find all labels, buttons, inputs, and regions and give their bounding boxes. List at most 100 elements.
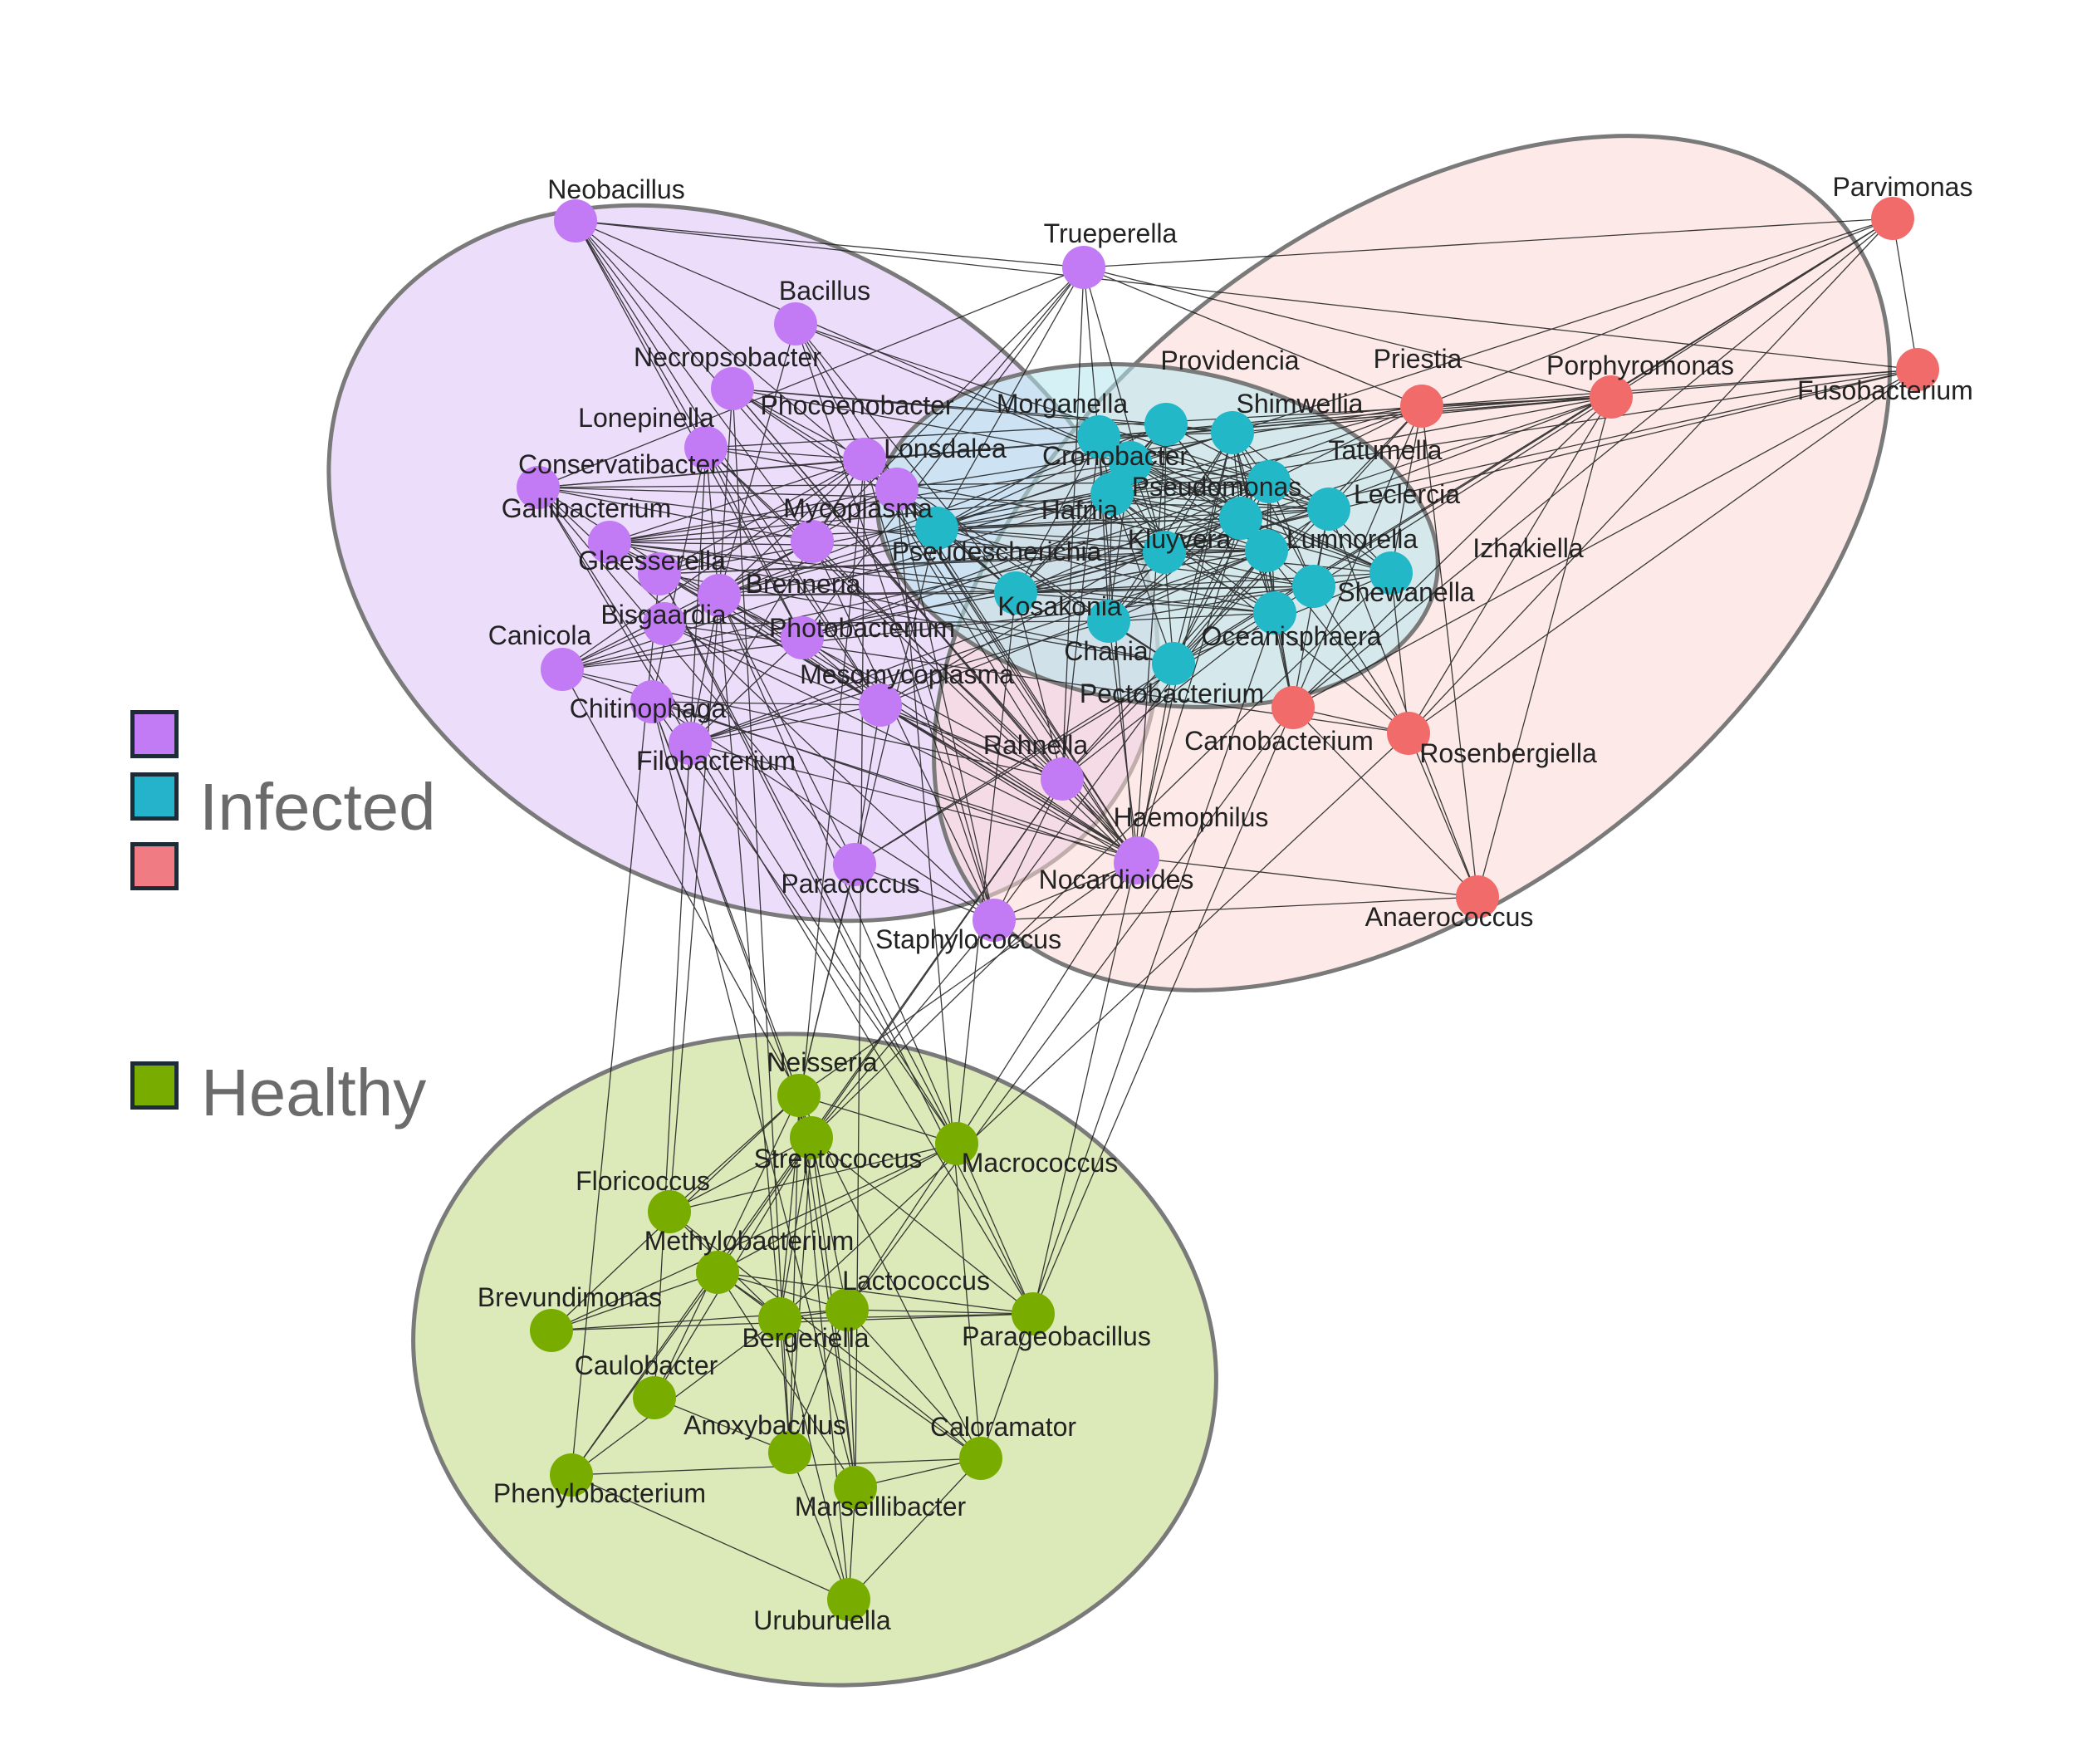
edge-rosenbergiella-bergeriella [779, 733, 1409, 1320]
node-providencia [1144, 403, 1188, 446]
node-mycoplasma [791, 520, 834, 563]
edge-filobacterium-haemophilus [689, 742, 1139, 859]
node-label-shewanella: Shewanella [1337, 577, 1475, 607]
edge-staphylococcus-streptococcus [811, 919, 995, 1139]
node-mesomycoplasma [859, 684, 902, 727]
node-caulobacter [633, 1376, 676, 1419]
edge-pseudescherichia-neisseria [798, 527, 938, 1096]
edge-chitinophaga-macrococcus [651, 701, 958, 1144]
edge-chania-shimwellia [1108, 432, 1233, 622]
edge-neobacillus-lonepinella [575, 220, 707, 448]
edge-parvimonas-fusobacterium [1892, 218, 1918, 370]
node-priestia [1400, 385, 1443, 428]
node-label-neobacillus: Neobacillus [547, 174, 684, 204]
node-label-neisseria: Neisseria [767, 1047, 878, 1077]
edge-brenneria-parageobacillus [718, 595, 1034, 1315]
edge-kosakonia-hafnia [1015, 493, 1113, 594]
node-label-shimwellia: Shimwellia [1237, 389, 1364, 419]
edge-rosenbergiella-porphyromonas [1408, 396, 1612, 734]
node-nocardioides [1114, 841, 1157, 884]
edge-parvimonas-rosenbergiella [1408, 218, 1894, 734]
node-anaerococcus [1456, 875, 1499, 919]
edge-anoxybacillus-caulobacter [654, 1397, 791, 1453]
edge-floricoccus-macrococcus [669, 1143, 958, 1213]
edge-mycoplasma-bisgaardia [664, 541, 813, 625]
node-label-pseudomonas: Pseudomonas [1132, 472, 1302, 502]
node-label-rosenbergiella: Rosenbergiella [1419, 738, 1597, 768]
edge-shewanella-shimwellia [1232, 432, 1315, 587]
node-marseillibacter [834, 1466, 877, 1509]
edge-anoxybacillus-lactococcus [789, 1309, 848, 1453]
edge-providencia-leclercia [1165, 424, 1330, 510]
node-label-rahnella: Rahnella [983, 730, 1089, 760]
node-methylobacterium [696, 1251, 739, 1294]
node-label-carnobacterium: Carnobacterium [1184, 726, 1374, 756]
edge-rahnella-streptococcus [811, 778, 1063, 1139]
edge-carnobacterium-parageobacillus [1032, 707, 1294, 1315]
edge-rahnella-oceanisphaera [1061, 612, 1276, 780]
node-streptococcus [790, 1116, 833, 1159]
node-morganella [1077, 415, 1120, 458]
edge-brevundimonas-methylobacterium [551, 1272, 718, 1331]
node-label-nocardioides: Nocardioides [1039, 865, 1194, 894]
edge-fusobacterium-rosenbergiella [1408, 369, 1918, 734]
node-pectobacterium [1152, 642, 1195, 685]
node-label-cronobacter: Cronobacter [1042, 441, 1188, 471]
legend-swatch-red [130, 842, 179, 890]
edge-phocoenobacter-bergeriella [779, 458, 865, 1320]
edge-haemophilus-neisseria [798, 857, 1139, 1096]
node-leclercia [1307, 488, 1350, 531]
node-pseudomonas [1219, 497, 1262, 540]
node-neisseria [777, 1074, 821, 1117]
edge-filobacterium-mesomycoplasma [689, 704, 881, 744]
edge-caloramator-lactococcus [846, 1309, 982, 1459]
network-labels: Neobacillus Trueperella Bacillus Necropsoba… [478, 172, 1973, 1635]
edge-bisgaardia-haemophilus [664, 623, 1139, 859]
node-label-floricoccus: Floricoccus [576, 1166, 710, 1196]
edge-lactococcus-parageobacillus [846, 1309, 1034, 1315]
legend-swatch-purple [130, 710, 179, 758]
edge-streptococcus-lactococcus [811, 1137, 848, 1311]
node-label-uruburuella: Uruburuella [753, 1605, 891, 1635]
edge-trueperella-porphyromonas [1083, 267, 1612, 398]
node-label-mycoplasma: Mycoplasma [783, 493, 933, 523]
edge-paracoccus-shewanella [854, 586, 1315, 865]
edge-trueperella-parvimonas [1083, 218, 1894, 268]
node-label-lactococcus: Lactococcus [842, 1266, 990, 1296]
legend-swatch-teal [130, 772, 179, 821]
node-carnobacterium [1271, 686, 1315, 729]
edge-necropsobacter-brenneria [718, 388, 733, 596]
node-parageobacillus [1012, 1292, 1055, 1335]
edge-anaerococcus-rosenbergiella [1408, 733, 1478, 898]
node-label-pseudescherichia: Pseudescherichia [892, 537, 1102, 566]
edge-glaesserella-parageobacillus [659, 573, 1034, 1315]
node-label-haemophilus: Haemophilus [1114, 802, 1269, 832]
node-staphylococcus [973, 899, 1016, 942]
edge-nocardioides-macrococcus [956, 862, 1136, 1144]
edge-bisgaardia-chania [664, 620, 1110, 625]
edge-neobacillus-mycoplasma [575, 220, 813, 542]
edge-kosakonia-oceanisphaera [1015, 592, 1276, 614]
edge-glaesserella-phocoenobacter [659, 458, 865, 575]
node-label-paracoccus: Paracoccus [781, 869, 919, 899]
node-porphyromonas [1590, 375, 1633, 419]
edge-nocardioides-mesomycoplasma [879, 704, 1136, 864]
node-necropsobacter [711, 367, 754, 410]
node-label-providencia: Providencia [1160, 345, 1299, 375]
edge-paracoccus-mesomycoplasma [854, 704, 881, 865]
edge-photobacterium-lonepinella [705, 447, 803, 639]
edge-chitinophaga-haemophilus [651, 701, 1139, 859]
node-brevundimonas [530, 1309, 573, 1352]
node-label-chania: Chania [1064, 636, 1149, 666]
node-label-lonepinella: Lonepinella [578, 403, 714, 433]
edge-pectobacterium-priestia [1173, 405, 1423, 664]
edge-pseudescherichia-oceanisphaera [936, 527, 1276, 614]
edge-filobacterium-lumnorella [689, 550, 1267, 744]
node-macrococcus [935, 1122, 978, 1165]
edge-porphyromonas-parvimonas [1610, 218, 1894, 398]
node-label-porphyromonas: Porphyromonas [1546, 350, 1734, 380]
edge-shimwellia-parvimonas [1232, 218, 1894, 434]
edge-kosakonia-macrococcus [956, 592, 1017, 1144]
edge-staphylococcus-lonsdalea [896, 488, 995, 921]
edge-marseillibacter-lactococcus [846, 1309, 856, 1488]
